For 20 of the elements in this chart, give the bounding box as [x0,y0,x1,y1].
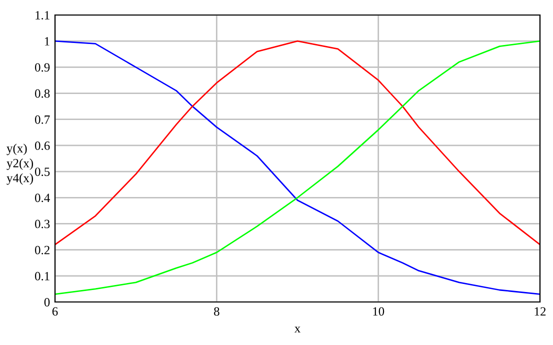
y-tick-label: 0.5 [34,168,50,176]
x-tick-label: 6 [52,307,58,316]
y-tick-label: 0.4 [34,194,50,202]
y-tick-label: 0 [44,298,50,306]
x-tick-label: 8 [214,307,220,316]
y-tick-label: 0.1 [34,272,50,280]
y-tick-label: 1 [44,37,50,46]
x-tick-label: 12 [534,307,546,316]
line-series [55,40,540,246]
y-tick-label: 0.8 [34,89,50,98]
x-tick-label: 10 [373,307,384,316]
y-tick-label: 1.1 [36,11,50,20]
line-series [55,40,540,295]
y-tick-label: 0.3 [34,220,50,228]
x-axis-title: x [294,326,300,332]
y-axis-title: y(x) y2(x) y4(x) [6,144,34,185]
y-tick-label: 0.6 [34,141,50,150]
y-tick-label: 0.9 [34,63,50,72]
y-tick-label: 0.7 [34,115,50,124]
y-tick-label: 0.2 [34,246,50,254]
